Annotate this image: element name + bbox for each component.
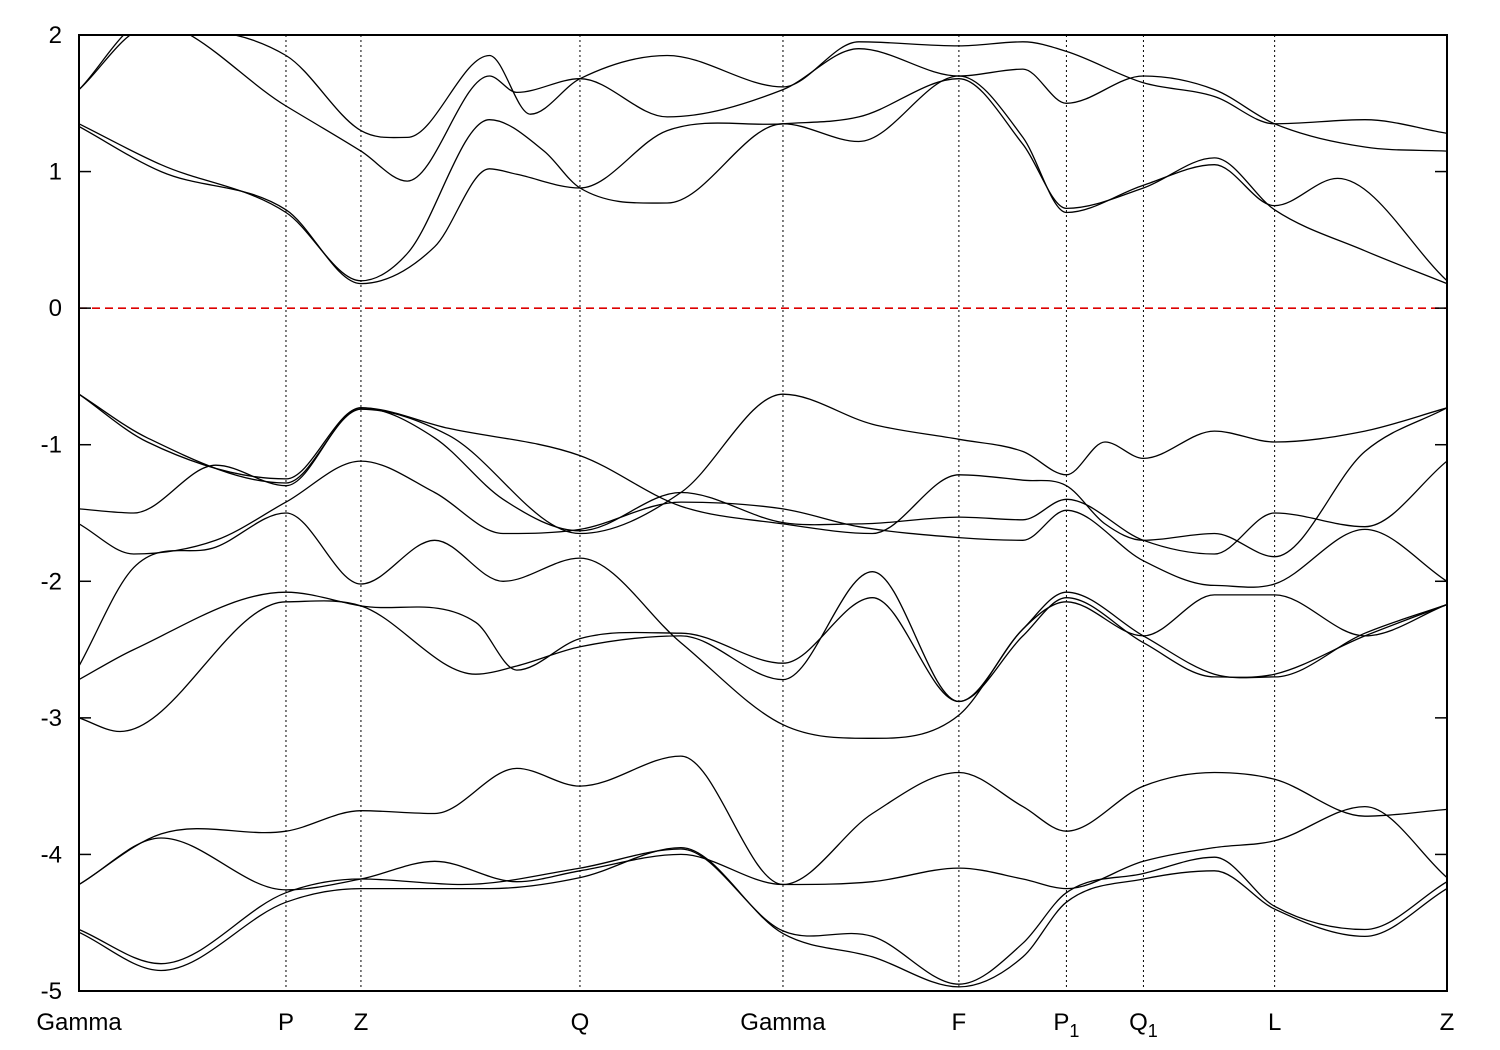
bands-layer (79, 35, 1447, 988)
x-tick-label-9: L (1268, 1009, 1281, 1036)
x-tick-label-3: Z (354, 1009, 369, 1036)
x-tick-label-5: Gamma (740, 1009, 826, 1036)
band-line-13 (79, 75, 1447, 282)
band-line-6 (79, 591, 1447, 703)
x-tick-label-4: Q (571, 1009, 590, 1036)
band-line-11 (79, 393, 1447, 535)
x-tick-label-8: Q1 (1129, 1009, 1158, 1041)
band-line-5 (79, 571, 1447, 733)
y-tick-label-6: 0 (49, 295, 62, 322)
y-axis-ticks: -5 -4 -3 -2 -1 0 1 2 (41, 22, 1447, 1005)
x-tick-subscript-8: 1 (1148, 1021, 1158, 1041)
x-tick-subscript-7: 1 (1069, 1021, 1079, 1041)
band-line-1 (79, 846, 1447, 988)
band-line-4 (79, 771, 1447, 891)
plot-frame (78, 34, 1448, 992)
x-tick-label-6: F (952, 1009, 967, 1036)
band-line-15 (79, 35, 1447, 139)
band-line-10 (79, 393, 1447, 558)
x-tick-label-7: P1 (1053, 1009, 1079, 1041)
y-tick-label-4: -2 (41, 568, 62, 595)
band-line-8 (79, 460, 1447, 588)
band-line-2 (79, 848, 1447, 985)
band-line-7 (79, 512, 1447, 739)
band-line-9 (79, 407, 1447, 555)
y-tick-label-3: -3 (41, 705, 62, 732)
y-tick-label-8: 2 (49, 22, 62, 49)
x-tick-label-2: P (278, 1009, 294, 1036)
y-tick-label-1: -5 (41, 978, 62, 1005)
y-tick-label-7: 1 (49, 159, 62, 186)
x-tick-label-1: Gamma (36, 1009, 122, 1036)
kpoint-lines-layer (285, 35, 1276, 991)
y-tick-label-2: -4 (41, 841, 62, 868)
band-line-12 (79, 78, 1447, 285)
x-tick-label-10: Z (1440, 1009, 1455, 1036)
y-tick-label-5: -1 (41, 432, 62, 459)
x-axis-ticks: Gamma P Z Q Gamma F P1 Q1 L Z (36, 1009, 1454, 1041)
band-line-3 (79, 755, 1447, 890)
band-line-14 (79, 35, 1447, 182)
